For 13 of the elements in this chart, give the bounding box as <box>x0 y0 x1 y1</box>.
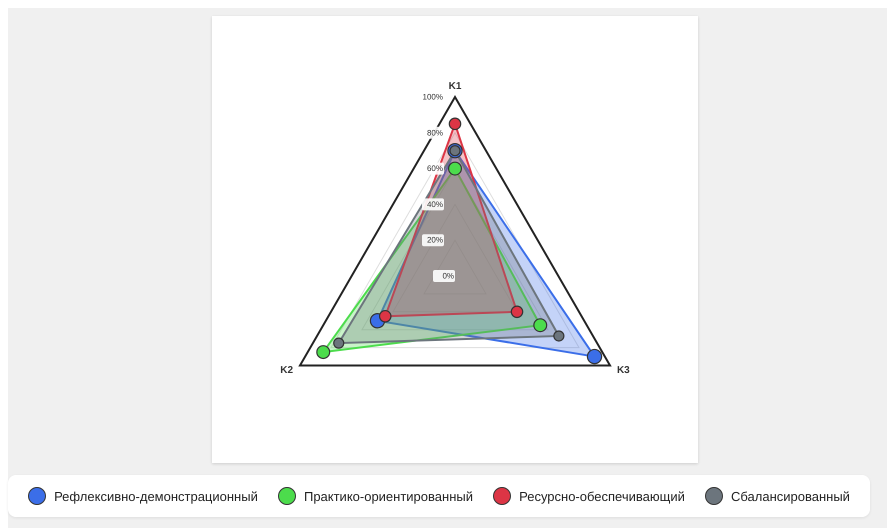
y-tick-label: 40% <box>426 200 443 209</box>
spoke-label: K2 <box>280 365 294 376</box>
legend-label: Рефлексивно-демонстрационный <box>54 488 258 504</box>
spoke-label: K3 <box>616 365 630 376</box>
y-tick-label: 80% <box>426 128 443 138</box>
y-tick-label: 100% <box>422 92 443 102</box>
y-tick-label: 20% <box>426 236 443 245</box>
y-tick-label: 0% <box>442 272 454 280</box>
legend-label: Ресурсно-обеспечивающий <box>519 488 685 504</box>
legend-label: Практико-ориентированный <box>304 488 473 504</box>
legend-label: Сбалансированный <box>730 488 850 504</box>
y-tick-label: 60% <box>426 164 443 174</box>
spoke-label: K1 <box>448 81 462 92</box>
